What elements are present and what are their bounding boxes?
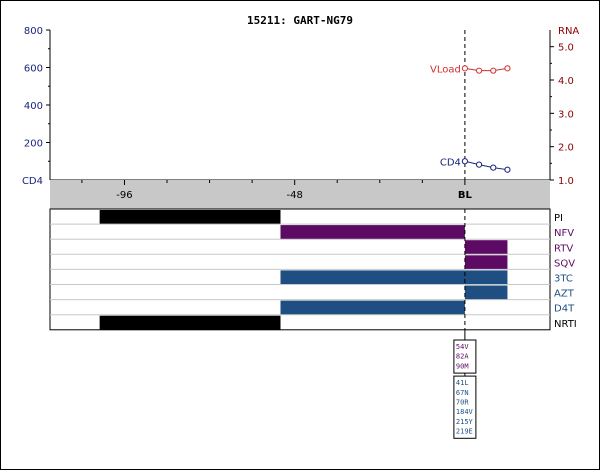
mutation-label: 184V	[456, 408, 474, 416]
drug-bar-rtv	[464, 240, 508, 255]
right-tick-label: 2.0	[558, 143, 574, 154]
mutation-label: 41L	[456, 379, 469, 387]
mutation-label: 82A	[456, 353, 469, 361]
lab-plot: 200 400 600 800 CD4 1.0 2.0 3.0 4.0 5.0 RNA VLoad CD…	[22, 26, 579, 330]
left-tick-label: 400	[24, 101, 43, 112]
drug-bar-pi	[99, 210, 281, 225]
bl-label: BL	[458, 190, 473, 201]
time-axis-band: -96 -48 BL	[50, 180, 550, 209]
right-tick-label: 5.0	[558, 43, 574, 54]
left-tick-label: 800	[24, 26, 43, 37]
drug-bar-3tc	[280, 270, 508, 285]
drug-bar-d4t	[280, 300, 465, 315]
series-point-cd4	[504, 166, 511, 173]
right-axis-label: RNA	[558, 26, 579, 37]
series-point-cd4	[461, 158, 468, 165]
series-point-vload	[475, 67, 483, 74]
drug-rows: PI NFV RTV SQV 3TC AZT D4T NRTI	[49, 208, 577, 331]
mutation-label: 54V	[456, 343, 469, 351]
series-line-vload	[464, 67, 508, 72]
x-tick-label: -48	[287, 190, 303, 201]
mutation-label: 90M	[456, 362, 469, 370]
left-tick-label: 200	[24, 139, 43, 150]
right-tick-label: 4.0	[558, 76, 574, 87]
drug-label-d4t: D4T	[554, 304, 575, 315]
drug-label-nfv: NFV	[554, 228, 574, 239]
mutation-box-rt	[453, 375, 477, 439]
mutation-label: 215Y	[456, 418, 474, 426]
series-point-vload	[490, 67, 497, 74]
series-line-cd4	[464, 160, 508, 171]
time-axis-background	[50, 180, 550, 209]
drug-label-3tc: 3TC	[554, 274, 573, 285]
mutation-label: 70R	[456, 399, 469, 407]
x-tick-label: -96	[116, 190, 132, 201]
drug-bar-nfv	[280, 225, 465, 240]
drug-label-nrti: NRTI	[554, 319, 577, 330]
drug-label-pi: PI	[554, 213, 563, 224]
drug-label-sqv: SQV	[554, 258, 575, 269]
right-tick-label: 3.0	[558, 109, 574, 120]
left-axis-label: CD4	[22, 176, 43, 187]
series-point-vload	[461, 65, 468, 72]
series-label-cd4: CD4	[440, 157, 461, 168]
series-point-vload	[504, 65, 511, 72]
drug-bar-nrti	[99, 315, 281, 330]
left-tick-label: 600	[24, 64, 43, 75]
drug-bar-sqv	[464, 255, 508, 270]
drug-label-rtv: RTV	[554, 243, 573, 254]
mutation-label: 67N	[456, 389, 469, 397]
drug-label-azt: AZT	[554, 289, 575, 300]
drug-bar-azt	[464, 285, 508, 300]
mutation-label: 219E	[456, 428, 473, 436]
right-tick-label: 1.0	[558, 176, 574, 187]
series-label-vload: VLoad	[430, 64, 461, 75]
chart-title: 15211: GART-NG79	[247, 14, 353, 27]
series-point-cd4	[475, 161, 483, 168]
series-point-cd4	[490, 164, 497, 171]
